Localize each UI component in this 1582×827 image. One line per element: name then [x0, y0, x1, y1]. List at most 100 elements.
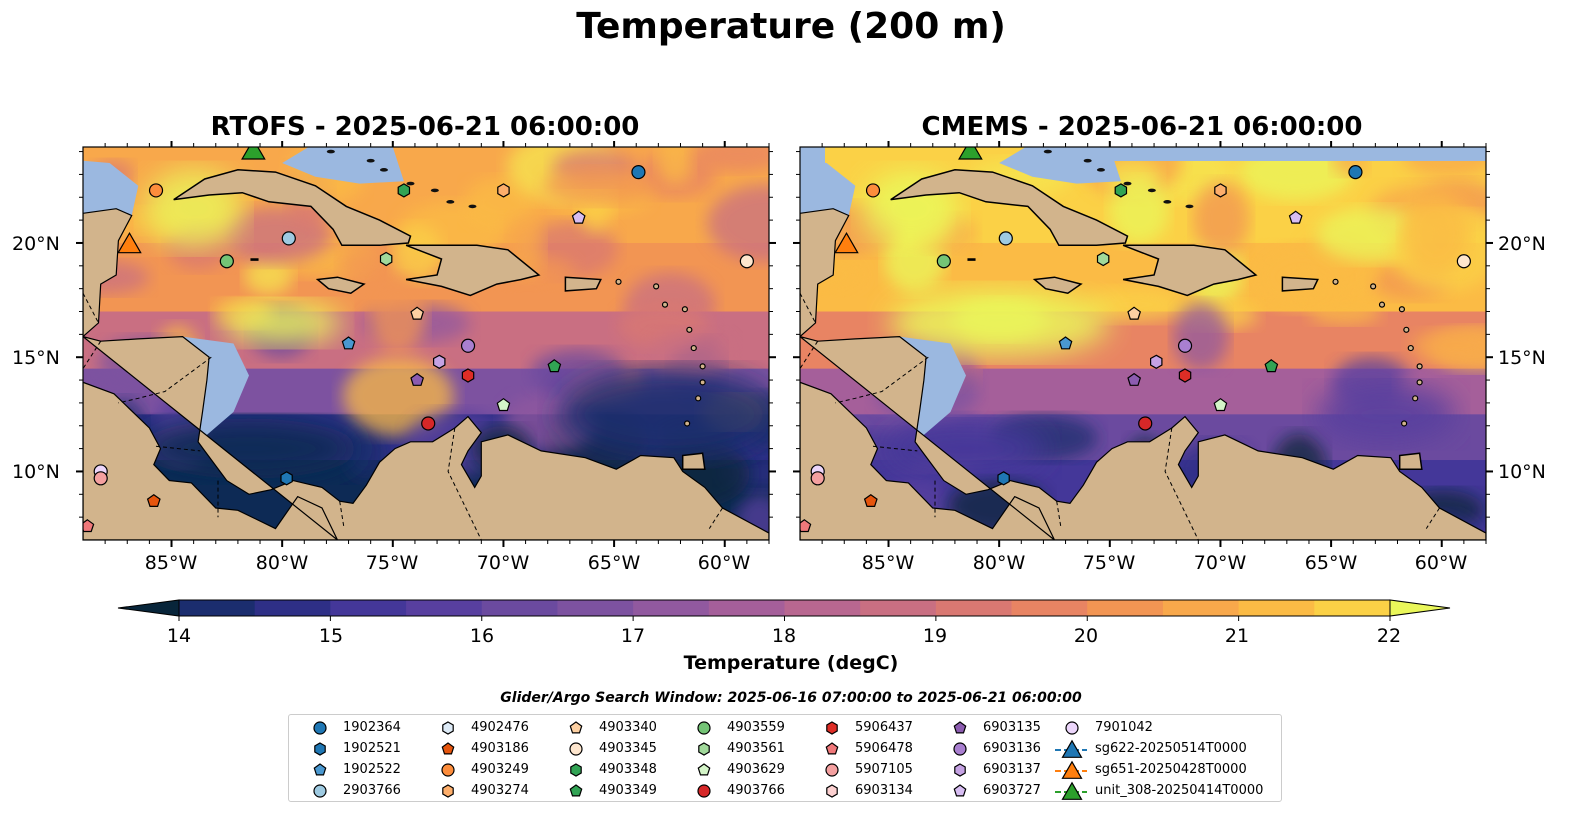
glider-unit_308-20250414T0000: [241, 147, 266, 160]
pentagon-marker-icon: [441, 742, 455, 755]
lon-tick-a-60: 60°W: [697, 552, 751, 574]
station-4903249: [865, 183, 881, 198]
legend-label: 7901042: [1095, 720, 1153, 735]
legend-label: 4903561: [727, 741, 785, 756]
station-1902364: [631, 165, 646, 180]
station-4903559: [219, 254, 234, 269]
legend-label: 4903766: [727, 783, 785, 798]
pentagon-marker-icon: [569, 721, 583, 734]
station-6903727: [1288, 210, 1303, 224]
lon-tick-a-70: 70°W: [476, 552, 530, 574]
cmems-map-panel: [793, 141, 1493, 547]
temperature-colorbar: [117, 599, 1451, 621]
station-4903340: [1127, 306, 1142, 320]
station-6903137: [433, 354, 446, 369]
hexagon-marker-icon: [826, 784, 838, 798]
colorbar-tick: 22: [1376, 625, 1402, 647]
station-4903349: [547, 359, 562, 373]
colorbar-tick: 15: [318, 625, 344, 647]
legend-label: 4903348: [599, 762, 657, 777]
rtofs-map-panel: [76, 141, 776, 547]
lat-tick-left-10: 10°N: [12, 461, 60, 483]
circle-marker-icon: [313, 784, 327, 798]
station-4903348: [397, 183, 411, 198]
station-5906478: [83, 519, 95, 533]
colorbar-label: Temperature (degC): [683, 652, 899, 674]
lat-tick-left-20: 20°N: [12, 233, 60, 255]
legend-label: 4903274: [471, 783, 529, 798]
station-4903629: [496, 397, 511, 412]
lon-tick-b-65: 65°W: [1304, 552, 1358, 574]
station-5907105: [93, 471, 108, 486]
hexagon-marker-icon: [698, 742, 710, 756]
legend-label: 5907105: [855, 762, 913, 777]
legend-label: 4902476: [471, 720, 529, 735]
hexagon-marker-icon: [826, 721, 838, 735]
glider-sg651-20250428T0000: [117, 231, 142, 254]
station-6903136: [460, 338, 476, 353]
station-4903559: [936, 254, 951, 269]
station-4903766: [421, 416, 436, 431]
colorbar-tick: 20: [1073, 625, 1099, 647]
legend-label: 4903186: [471, 741, 529, 756]
station-6903135: [410, 372, 425, 386]
legend-label: 6903135: [983, 720, 1041, 735]
legend-label: 6903137: [983, 762, 1041, 777]
station-4903274: [497, 183, 510, 198]
station-4903345: [739, 254, 754, 269]
legend-box: 1902364 1902521 1902522 2903766 4902476 49031…: [288, 714, 1282, 802]
legend-label: 4903249: [471, 762, 529, 777]
station-6903727: [571, 210, 586, 224]
legend-label: 5906478: [855, 741, 913, 756]
colorbar-tick: 14: [166, 625, 192, 647]
pentagon-marker-icon: [953, 784, 967, 797]
legend-label: 6903134: [855, 783, 913, 798]
station-1902521: [280, 471, 293, 486]
station-1902364: [1348, 165, 1363, 180]
lon-tick-b-70: 70°W: [1193, 552, 1247, 574]
circle-marker-icon: [313, 721, 327, 735]
colorbar-tick: 16: [469, 625, 495, 647]
legend-label: 1902521: [343, 741, 401, 756]
station-5906437: [461, 368, 475, 383]
station-4903340: [410, 306, 425, 320]
triangle-marker-icon: [1055, 781, 1087, 800]
station-4903249: [148, 183, 164, 198]
legend-label: 4903349: [599, 783, 657, 798]
station-4903349: [1264, 359, 1279, 373]
station-4903274: [1214, 183, 1227, 198]
hexagon-marker-icon: [570, 763, 582, 777]
lon-tick-b-80: 80°W: [972, 552, 1026, 574]
legend-label: 4903629: [727, 762, 785, 777]
legend-label: 1902522: [343, 762, 401, 777]
lon-tick-b-60: 60°W: [1414, 552, 1468, 574]
station-4903186: [146, 493, 161, 507]
hexagon-marker-icon: [442, 784, 454, 798]
circle-marker-icon: [1065, 721, 1079, 735]
station-6903135: [1127, 372, 1142, 386]
hexagon-marker-icon: [954, 763, 966, 777]
figure-title: Temperature (200 m): [576, 6, 1006, 47]
hexagon-marker-icon: [442, 721, 454, 735]
station-4903629: [1213, 397, 1228, 412]
lon-tick-a-85: 85°W: [144, 552, 198, 574]
legend-label: sg651-20250428T0000: [1095, 762, 1247, 777]
lon-tick-a-65: 65°W: [587, 552, 641, 574]
glider-sg651-20250428T0000: [834, 231, 859, 254]
pentagon-marker-icon: [697, 763, 711, 776]
station-5906478: [800, 519, 812, 533]
station-1902522: [341, 336, 356, 350]
legend-label: 4903559: [727, 720, 785, 735]
circle-marker-icon: [569, 742, 583, 756]
lat-tick-right-15: 15°N: [1498, 347, 1546, 369]
panel-title-cmems: CMEMS - 2025-06-21 06:00:00: [921, 112, 1363, 142]
triangle-marker-icon: [1055, 739, 1087, 758]
lat-tick-right-10: 10°N: [1498, 461, 1546, 483]
station-4903348: [1114, 183, 1128, 198]
colorbar-tick: 18: [771, 625, 797, 647]
lon-tick-b-85: 85°W: [861, 552, 915, 574]
station-6903136: [1177, 338, 1193, 353]
lat-tick-right-20: 20°N: [1498, 233, 1546, 255]
lat-tick-left-15: 15°N: [12, 347, 60, 369]
